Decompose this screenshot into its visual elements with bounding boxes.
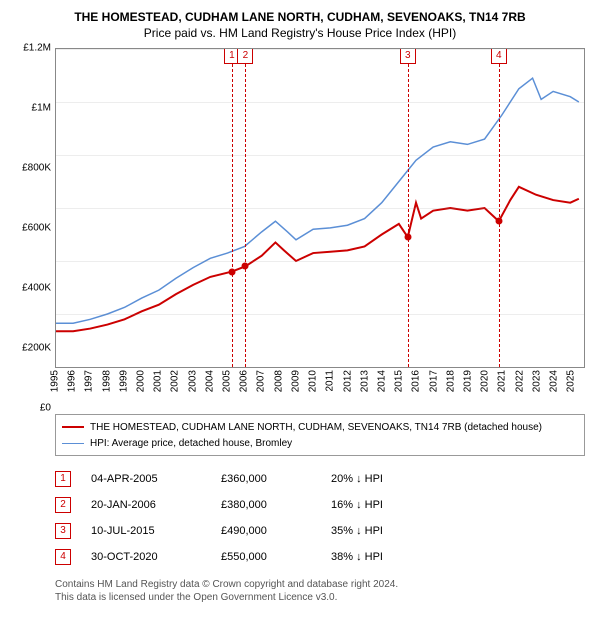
sale-index-badge: 4 (55, 549, 71, 565)
x-tick-label: 2018 (445, 370, 456, 392)
x-tick-label: 2003 (187, 370, 198, 392)
legend-label: HPI: Average price, detached house, Brom… (90, 438, 292, 449)
y-tick-label: £0 (40, 403, 55, 414)
x-tick-label: 2010 (308, 370, 319, 392)
x-tick-label: 2006 (239, 370, 250, 392)
flag-badge: 4 (491, 48, 507, 64)
x-tick-label: 2009 (290, 370, 301, 392)
legend-swatch (62, 426, 84, 428)
sale-delta: 38% ↓ HPI (331, 551, 441, 563)
y-tick-label: £600K (22, 223, 55, 234)
flag-line (245, 49, 246, 367)
sale-date: 10-JUL-2015 (91, 525, 201, 537)
legend-label: THE HOMESTEAD, CUDHAM LANE NORTH, CUDHAM… (90, 422, 542, 433)
sale-delta: 35% ↓ HPI (331, 525, 441, 537)
flag-line (232, 49, 233, 367)
sale-marker (242, 263, 249, 270)
flag-badge: 3 (400, 48, 416, 64)
x-tick-label: 2000 (136, 370, 147, 392)
sale-index-badge: 2 (55, 497, 71, 513)
series-hpi (56, 78, 579, 323)
x-tick-label: 2020 (480, 370, 491, 392)
x-tick-label: 1996 (67, 370, 78, 392)
sale-index-badge: 3 (55, 523, 71, 539)
sale-delta: 20% ↓ HPI (331, 473, 441, 485)
sale-delta: 16% ↓ HPI (331, 499, 441, 511)
x-tick-label: 2001 (153, 370, 164, 392)
flag-badge: 2 (237, 48, 253, 64)
sales-table: 1 04-APR-2005 £360,000 20% ↓ HPI 2 20-JAN-200… (55, 466, 585, 570)
footer-attribution: Contains HM Land Registry data © Crown c… (55, 578, 585, 604)
x-tick-label: 2021 (497, 370, 508, 392)
y-tick-label: £800K (22, 163, 55, 174)
x-tick-label: 1998 (101, 370, 112, 392)
legend-row: THE HOMESTEAD, CUDHAM LANE NORTH, CUDHAM… (62, 419, 578, 435)
sale-marker (228, 268, 235, 275)
legend-box: THE HOMESTEAD, CUDHAM LANE NORTH, CUDHAM… (55, 414, 585, 456)
sale-price: £360,000 (221, 473, 311, 485)
sale-price: £490,000 (221, 525, 311, 537)
x-tick-label: 1997 (84, 370, 95, 392)
x-tick-label: 2024 (549, 370, 560, 392)
x-tick-label: 2008 (273, 370, 284, 392)
sale-row: 1 04-APR-2005 £360,000 20% ↓ HPI (55, 466, 585, 492)
flag-line (408, 49, 409, 367)
x-tick-label: 2002 (170, 370, 181, 392)
sale-row: 3 10-JUL-2015 £490,000 35% ↓ HPI (55, 518, 585, 544)
sale-date: 04-APR-2005 (91, 473, 201, 485)
x-tick-label: 2005 (222, 370, 233, 392)
x-tick-label: 2023 (531, 370, 542, 392)
x-tick-label: 2012 (342, 370, 353, 392)
sale-price: £550,000 (221, 551, 311, 563)
y-tick-label: £1M (32, 103, 55, 114)
x-tick-label: 2013 (359, 370, 370, 392)
x-tick-label: 2004 (204, 370, 215, 392)
chart-subtitle: Price paid vs. HM Land Registry's House … (10, 26, 590, 40)
y-tick-label: £1.2M (23, 43, 55, 54)
sale-row: 2 20-JAN-2006 £380,000 16% ↓ HPI (55, 492, 585, 518)
x-tick-label: 2017 (428, 370, 439, 392)
plot-region: 1234 (55, 48, 585, 368)
chart-area: 1234 19951996199719981999200020012002200… (55, 48, 585, 408)
x-tick-label: 2019 (462, 370, 473, 392)
y-tick-label: £400K (22, 283, 55, 294)
sale-date: 30-OCT-2020 (91, 551, 201, 563)
x-tick-label: 2014 (376, 370, 387, 392)
sale-index-badge: 1 (55, 471, 71, 487)
x-tick-label: 2007 (256, 370, 267, 392)
x-tick-label: 2016 (411, 370, 422, 392)
footer-line-1: Contains HM Land Registry data © Crown c… (55, 578, 585, 591)
x-axis-labels: 1995199619971998199920002001200220032004… (55, 368, 585, 408)
chart-title: THE HOMESTEAD, CUDHAM LANE NORTH, CUDHAM… (10, 10, 590, 24)
flag-line (499, 49, 500, 367)
x-tick-label: 2015 (394, 370, 405, 392)
sale-marker (495, 218, 502, 225)
sale-row: 4 30-OCT-2020 £550,000 38% ↓ HPI (55, 544, 585, 570)
sale-price: £380,000 (221, 499, 311, 511)
legend-row: HPI: Average price, detached house, Brom… (62, 435, 578, 451)
x-tick-label: 1995 (50, 370, 61, 392)
sale-marker (404, 234, 411, 241)
x-tick-label: 1999 (118, 370, 129, 392)
y-tick-label: £200K (22, 343, 55, 354)
sale-date: 20-JAN-2006 (91, 499, 201, 511)
legend-swatch (62, 443, 84, 444)
x-tick-label: 2025 (566, 370, 577, 392)
x-tick-label: 2011 (325, 370, 336, 392)
x-tick-label: 2022 (514, 370, 525, 392)
footer-line-2: This data is licensed under the Open Gov… (55, 591, 585, 604)
